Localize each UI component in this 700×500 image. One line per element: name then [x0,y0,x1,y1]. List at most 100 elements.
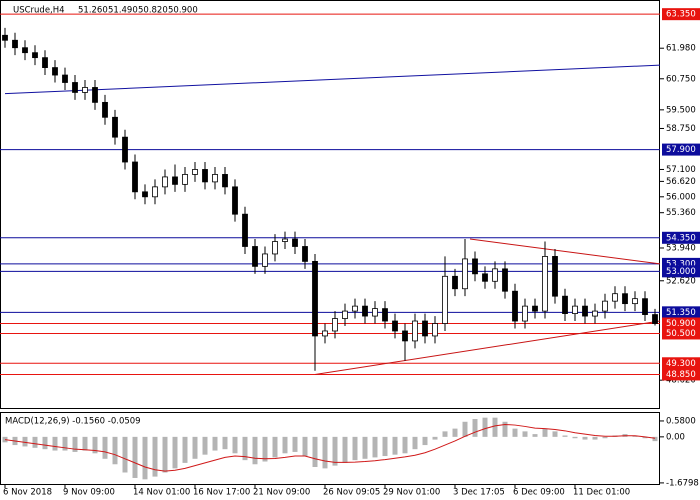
candle-body [172,176,178,185]
macd-bar [422,436,428,446]
candle-body [52,67,58,76]
candle-body [632,298,638,305]
macd-bar [172,436,178,469]
candle-body [412,320,418,342]
macd-bar [652,436,658,442]
candle-body [592,310,598,317]
macd-bar [382,436,388,457]
trend-line [469,238,661,265]
level-tag [662,231,700,244]
x-tick-label: 3 Dec 17:05 [453,488,505,498]
candle-body [102,101,108,118]
y-tick-label: 56.620 [666,177,696,187]
candle-body [452,275,458,290]
y-tick-label: -1.6798 [666,478,699,488]
macd-bar [442,431,448,437]
ohlc-close: 50.900 [168,6,198,16]
macd-bar [542,428,548,437]
macd-bar [92,436,98,454]
macd-bar [602,436,608,439]
level-tag [662,327,700,340]
candle-body [642,298,648,315]
macd-bar [572,436,578,439]
macd-bar [292,436,298,452]
level-tag [662,357,700,370]
macd-bar [592,436,598,440]
candle-body [342,310,348,319]
candle-body [42,57,48,68]
candle-body [212,174,218,183]
macd-bar [202,436,208,455]
candle-body [2,34,8,41]
candle-body [602,300,608,312]
macd-bar [582,436,588,440]
candle-body [242,213,248,247]
candle-body [652,314,658,324]
candle-body [572,305,578,314]
ohlc-high: 51.490 [108,6,138,16]
y-tick-label: 0.5800 [666,416,696,426]
macd-bar [522,431,528,437]
candle-body [552,256,558,297]
level-label: 51.350 [666,308,696,318]
y-tick-label: 55.360 [666,208,696,218]
y-tick-label: 59.500 [666,105,696,115]
candle-body [32,52,38,59]
macd-bar [352,436,358,461]
candle-body [462,258,468,290]
candle-body [512,290,518,322]
level-label: 54.350 [666,233,696,243]
x-tick-label: 6 Dec 09:00 [513,488,565,498]
macd-bar [262,436,268,462]
candle-body [12,39,18,49]
macd-bar [462,421,468,437]
candle-body [282,238,288,242]
level-label: 53.000 [666,267,696,277]
macd-bar [222,436,228,450]
macd-bar [62,436,68,451]
macd-bar [42,436,48,450]
candle-body [62,74,68,83]
level-tag [662,8,700,21]
candle-body [392,320,398,332]
candle-body [522,305,528,322]
level-tag [662,143,700,156]
y-tick-label: 0.00 [666,432,685,442]
candle-body [352,305,358,312]
macd-bar [312,436,318,468]
candle-body [152,186,158,198]
macd-bar [362,436,368,459]
x-tick-label: 9 Nov 09:00 [63,488,115,498]
x-tick-label: 16 Nov 17:00 [193,488,250,498]
candle-body [482,273,488,282]
candle-body [492,268,498,282]
macd-bar [282,436,288,454]
y-tick-label: 52.620 [666,276,696,286]
macd-bar [122,436,128,473]
trend-line [314,320,661,375]
macd-bar [392,436,398,455]
candle-body [272,241,278,255]
candle-body [292,238,298,247]
level-label: 49.300 [666,359,696,369]
candle-body [262,253,268,267]
x-tick-label: 29 Nov 01:00 [383,488,440,498]
candle-body [312,261,318,337]
level-label: 50.500 [666,329,696,339]
x-tick-label: 21 Nov 09:00 [253,488,310,498]
macd-bar [132,436,138,478]
candle-body [612,293,618,302]
candle-body [72,82,78,93]
macd-bar [402,436,408,454]
price-panel [0,0,660,409]
candle-body [202,169,208,183]
level-label: 53.300 [666,259,696,269]
macd-bar [32,436,38,448]
macd-bar [272,436,278,458]
y-tick-label: 58.750 [666,124,696,134]
macd-bar [212,436,218,451]
signal-line [4,424,656,472]
macd-bar [372,436,378,458]
ohlc-open: 51.260 [78,6,108,16]
